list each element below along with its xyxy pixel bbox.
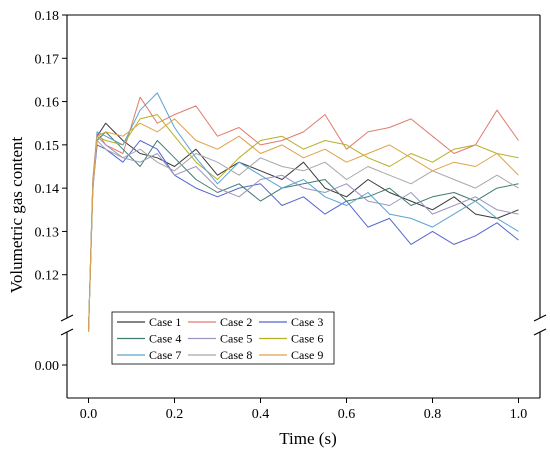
x-tick-label: 0.0 — [80, 407, 98, 422]
axis-break-mark-right-bottom — [533, 328, 547, 336]
axis-break-mark-right-top — [533, 314, 547, 322]
legend: Case 1 Case 2 Case 3 Case 4 Case 5 Case 6 Case… — [111, 311, 335, 365]
series-line-case-6 — [88, 114, 519, 333]
legend-label: Case 4 — [149, 332, 181, 346]
series-line-case-7 — [88, 92, 519, 333]
x-tick-label: 0.4 — [252, 407, 270, 422]
legend-label: Case 5 — [220, 332, 252, 346]
y-tick-label: 0.12 — [35, 269, 60, 284]
series-lines — [88, 92, 519, 333]
y-tick-label: 0.00 — [35, 359, 60, 374]
x-tick-label: 0.2 — [166, 407, 184, 422]
series-line-case-3 — [88, 140, 519, 333]
axis-break-mark-left-bottom — [60, 328, 74, 336]
legend-label: Case 9 — [291, 348, 323, 362]
legend-label: Case 2 — [220, 315, 252, 329]
y-tick-label: 0.16 — [35, 96, 60, 111]
series-line-case-9 — [88, 118, 519, 333]
x-axis-label: Time (s) — [279, 429, 336, 448]
series-line-case-5 — [88, 135, 519, 333]
x-tick-label: 1.0 — [510, 407, 528, 422]
x-tick-label: 0.8 — [424, 407, 442, 422]
series-line-case-4 — [88, 131, 519, 333]
series-line-case-2 — [88, 96, 519, 333]
series-line-case-8 — [88, 140, 519, 333]
legend-box — [111, 311, 335, 365]
y-tick-label: 0.17 — [35, 52, 60, 67]
x-tick-label: 0.6 — [338, 407, 356, 422]
legend-label: Case 7 — [149, 348, 181, 362]
axis-break-mark-left-top — [60, 314, 74, 322]
legend-label: Case 1 — [149, 315, 181, 329]
y-axis-label: Volumetric gas content — [7, 137, 26, 294]
y-tick-label: 0.18 — [35, 9, 60, 24]
series-line-case-1 — [88, 122, 519, 333]
y-tick-label: 0.15 — [35, 139, 60, 154]
axes-frame — [60, 14, 547, 399]
legend-label: Case 6 — [291, 332, 323, 346]
axis-ticks: 0.0 0.2 0.4 0.6 0.8 1.0 0.12 0.13 0.14 0.15 0.16 0.… — [35, 9, 528, 422]
legend-label: Case 3 — [291, 315, 323, 329]
y-tick-label: 0.13 — [35, 225, 60, 240]
y-tick-label: 0.14 — [35, 182, 60, 197]
legend-label: Case 8 — [220, 348, 252, 362]
